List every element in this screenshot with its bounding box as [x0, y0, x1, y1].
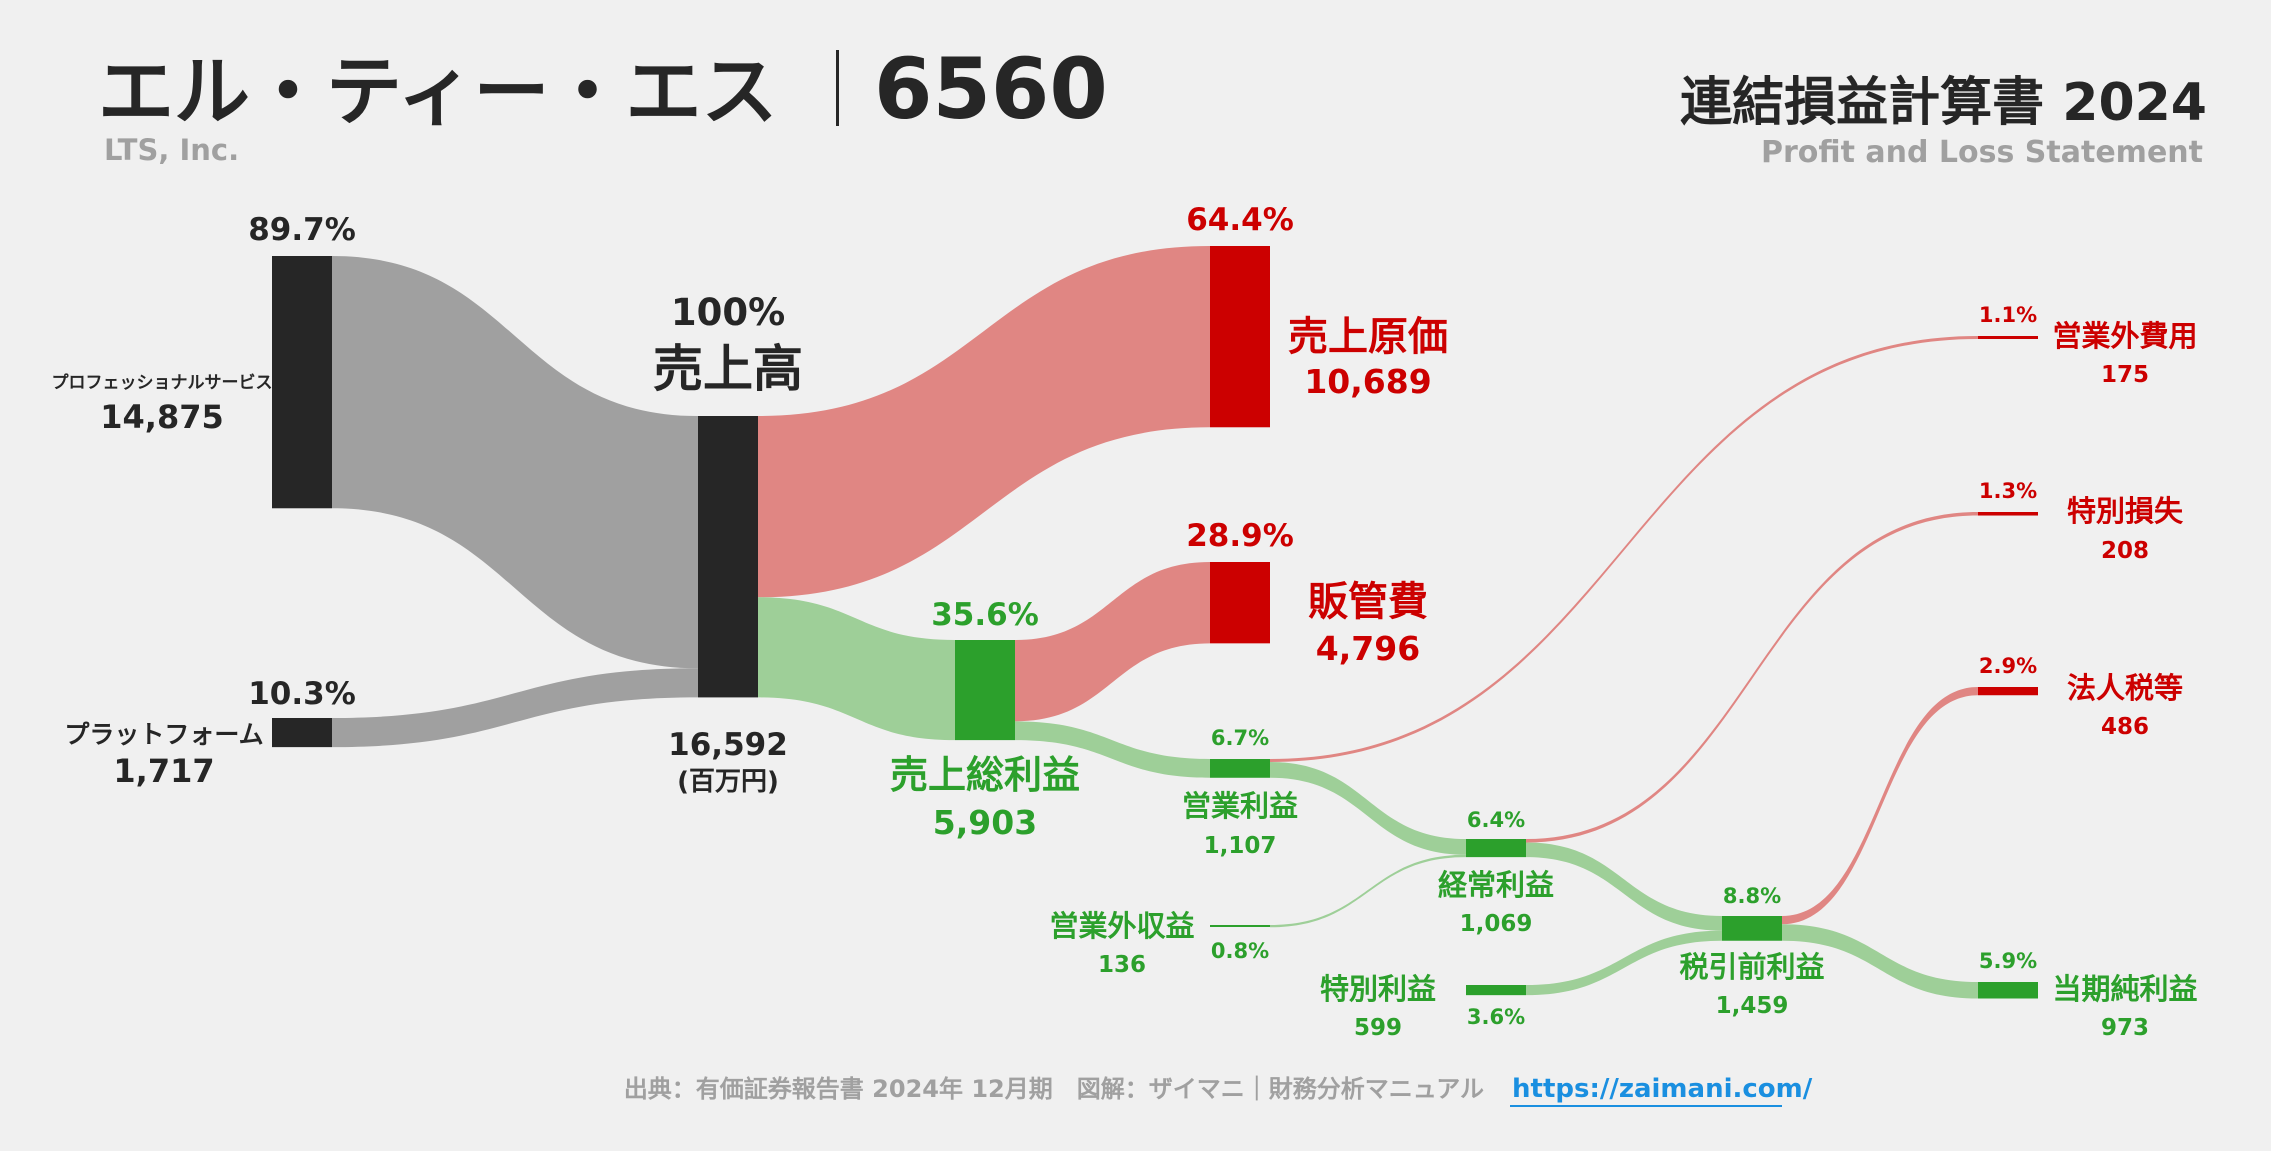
cogs-value: 10,689: [1304, 362, 1431, 401]
extraordinary-loss-value: 208: [2101, 538, 2149, 564]
sankey-nodes: [272, 246, 2038, 999]
income-tax-value: 486: [2101, 714, 2149, 740]
net-income-pct: 5.9%: [1979, 949, 2037, 973]
pretax-profit-pct: 8.8%: [1723, 884, 1781, 908]
extraordinary-gain-value: 599: [1354, 1015, 1402, 1041]
flow-platform-to-revenue: [332, 668, 698, 748]
node-non-op-income: [1210, 925, 1270, 927]
statement-title-en: Profit and Loss Statement: [1761, 135, 2203, 170]
flow-extraordinary-gain-to-pretax-profit: [1526, 930, 1722, 996]
extraordinary-gain-label: 特別利益: [1320, 972, 1436, 1006]
extraordinary-gain-pct: 3.6%: [1467, 1005, 1525, 1029]
sga-value: 4,796: [1316, 629, 1420, 668]
node-extraordinary-gain: [1466, 985, 1526, 996]
flow-pretax-profit-to-income-tax: [1782, 687, 1978, 925]
non-op-expense-label: 営業外費用: [2052, 319, 2197, 353]
extraordinary-loss-label: 特別損失: [2067, 494, 2184, 528]
node-pro-service: [272, 256, 332, 509]
platform-value: 1,717: [113, 752, 214, 790]
ordinary-profit-value: 1,069: [1460, 911, 1533, 937]
income-tax-label: 法人税等: [2067, 671, 2183, 705]
title-divider: [836, 50, 839, 126]
revenue-pct: 100%: [671, 291, 785, 334]
non-op-income-value: 136: [1098, 952, 1146, 978]
node-operating-profit: [1210, 759, 1270, 778]
platform-label: プラットフォーム: [64, 720, 263, 749]
revenue-label: 売上高: [653, 340, 803, 398]
company-name-en: LTS, Inc.: [104, 133, 239, 167]
node-revenue: [698, 416, 758, 698]
node-extraordinary-loss: [1978, 512, 2038, 516]
operating-profit-label: 営業利益: [1182, 789, 1298, 823]
node-income-tax: [1978, 687, 2038, 696]
sga-label: 販管費: [1308, 579, 1428, 625]
non-op-expense-pct: 1.1%: [1979, 303, 2037, 327]
revenue-value: 16,592: [668, 727, 788, 763]
flow-revenue-to-gross-profit: [758, 597, 955, 741]
flow-operating-profit-to-non-op-expense: [1270, 336, 1978, 762]
ordinary-profit-pct: 6.4%: [1467, 808, 1525, 832]
flow-pro-service-to-revenue: [332, 256, 698, 669]
flow-ordinary-profit-to-extraordinary-loss: [1526, 512, 1978, 843]
node-sga: [1210, 562, 1270, 644]
net-income-value: 973: [2101, 1015, 2149, 1041]
source-note: 出典：有価証券報告書 2024年 12月期 図解：ザイマニ｜財務分析マニュアル: [624, 1075, 1484, 1103]
pro-service-value: 14,875: [100, 398, 223, 436]
flow-operating-profit-to-ordinary-profit: [1270, 761, 1466, 855]
pro-service-pct: 89.7%: [248, 212, 356, 248]
pretax-profit-value: 1,459: [1716, 993, 1789, 1019]
pro-service-label: プロフェッショナルサービス: [52, 372, 273, 393]
net-income-label: 当期純利益: [2052, 972, 2197, 1006]
source-link-underline: [1510, 1105, 1782, 1107]
ordinary-profit-label: 経常利益: [1438, 868, 1554, 902]
extraordinary-loss-pct: 1.3%: [1979, 479, 2037, 503]
node-pretax-profit: [1722, 916, 1782, 941]
flow-revenue-to-cogs: [758, 246, 1210, 598]
flow-gross-profit-to-sga: [1015, 562, 1210, 722]
flow-pretax-profit-to-net-income: [1782, 924, 1978, 999]
node-non-op-expense: [1978, 336, 2038, 339]
income-tax-pct: 2.9%: [1979, 654, 2037, 678]
non-op-expense-value: 175: [2101, 362, 2149, 388]
sga-pct: 28.9%: [1186, 518, 1294, 554]
node-gross-profit: [955, 640, 1015, 741]
flow-ordinary-profit-to-pretax-profit: [1526, 842, 1722, 931]
platform-pct: 10.3%: [248, 676, 356, 712]
operating-profit-pct: 6.7%: [1211, 726, 1269, 750]
node-cogs: [1210, 246, 1270, 428]
unit-label: (百万円): [677, 767, 779, 797]
non-op-income-label: 営業外収益: [1049, 909, 1194, 943]
ticker-code: 6560: [874, 40, 1108, 138]
flow-gross-profit-to-operating-profit: [1015, 721, 1210, 778]
node-ordinary-profit: [1466, 839, 1526, 858]
source-link[interactable]: https://zaimani.com/: [1512, 1074, 1813, 1104]
sankey-flows: [332, 246, 1978, 999]
pretax-profit-label: 税引前利益: [1679, 950, 1824, 984]
gross-profit-pct: 35.6%: [931, 597, 1039, 633]
gross-profit-label: 売上総利益: [890, 753, 1080, 797]
cogs-label: 売上原価: [1288, 314, 1448, 360]
node-platform: [272, 718, 332, 748]
flow-non-op-income-to-ordinary-profit: [1270, 854, 1466, 928]
company-name: エル・ティー・エス: [98, 47, 777, 136]
statement-title: 連結損益計算書 2024: [1680, 73, 2207, 133]
gross-profit-value: 5,903: [933, 803, 1037, 842]
node-net-income: [1978, 982, 2038, 999]
operating-profit-value: 1,107: [1204, 833, 1277, 859]
cogs-pct: 64.4%: [1186, 202, 1294, 238]
non-op-income-pct: 0.8%: [1211, 939, 1269, 963]
